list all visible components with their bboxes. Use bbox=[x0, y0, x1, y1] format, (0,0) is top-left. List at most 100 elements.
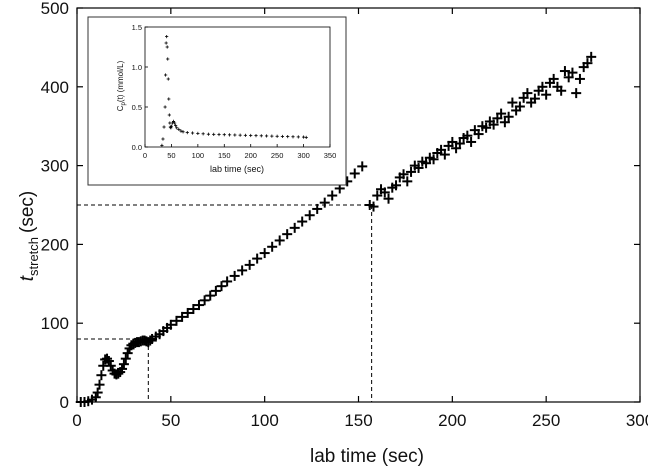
data-point bbox=[222, 276, 233, 287]
data-point bbox=[541, 89, 552, 100]
inset-data-point bbox=[296, 135, 300, 139]
inset-data-point bbox=[185, 131, 189, 135]
inset-y-axis-label: Cp(t) (mmol/L) bbox=[116, 60, 127, 111]
main-y-axis-label-subscript: stretch bbox=[26, 237, 41, 276]
data-point bbox=[421, 158, 432, 169]
data-point bbox=[319, 197, 330, 208]
x-tick-label: 250 bbox=[532, 411, 560, 430]
data-point bbox=[199, 295, 210, 306]
inset-data-point bbox=[286, 135, 290, 139]
inset-y-tick-label: 0.5 bbox=[132, 103, 142, 112]
data-point bbox=[122, 348, 133, 359]
inset-data-point bbox=[165, 45, 169, 49]
inset-y-axis-ticks: 0.0 0.5 1.0 1.5 bbox=[132, 23, 148, 152]
inset-data-point bbox=[164, 73, 168, 77]
inset-y-axis-label-subscript: p bbox=[121, 101, 127, 105]
inset-data-point bbox=[270, 134, 274, 138]
inset-data-point bbox=[249, 133, 253, 138]
data-point bbox=[413, 162, 424, 173]
inset-data-point bbox=[167, 113, 171, 117]
data-point bbox=[105, 360, 116, 371]
data-point bbox=[90, 392, 101, 403]
inset-x-tick-label: 300 bbox=[297, 151, 310, 160]
y-tick-label: 400 bbox=[41, 78, 69, 97]
inset-x-axis-ticks: 0 50 100 150 200 250 300 350 bbox=[143, 144, 336, 160]
data-point bbox=[244, 259, 255, 270]
data-point bbox=[439, 149, 450, 160]
inset-plot-frame bbox=[144, 26, 331, 148]
inset-data-point bbox=[196, 131, 200, 135]
data-point bbox=[383, 193, 394, 204]
inset-data-point bbox=[201, 132, 205, 136]
inset-data-point bbox=[173, 121, 177, 125]
inset-data-point bbox=[304, 135, 308, 139]
data-point bbox=[481, 122, 492, 133]
data-point bbox=[171, 315, 182, 326]
inset-data-point bbox=[238, 133, 242, 137]
main-y-axis-label-unit: (sec) bbox=[17, 191, 38, 233]
inset-data-point bbox=[212, 132, 216, 136]
data-point bbox=[229, 270, 240, 281]
inset-data-point bbox=[275, 134, 279, 138]
data-point bbox=[368, 201, 379, 212]
x-tick-label: 50 bbox=[161, 411, 180, 430]
inset-data-point bbox=[165, 35, 169, 39]
data-point bbox=[548, 73, 559, 84]
x-tick-label: 100 bbox=[250, 411, 278, 430]
y-tick-label: 500 bbox=[41, 0, 69, 18]
data-point bbox=[188, 304, 199, 315]
inset-data-point bbox=[222, 133, 226, 137]
data-point bbox=[473, 129, 484, 140]
data-point bbox=[571, 88, 582, 99]
data-point bbox=[118, 359, 129, 370]
data-point bbox=[312, 203, 323, 214]
main-x-axis-label: lab time (sec) bbox=[310, 446, 424, 467]
data-point bbox=[304, 210, 315, 221]
data-point bbox=[205, 290, 216, 301]
data-point bbox=[182, 307, 193, 318]
inset-data-point bbox=[190, 131, 195, 135]
inset-x-tick-label: 150 bbox=[218, 151, 231, 160]
data-point bbox=[289, 222, 300, 233]
data-point bbox=[507, 97, 518, 108]
data-point bbox=[574, 73, 585, 84]
inset-data-point bbox=[243, 133, 248, 137]
data-point bbox=[274, 235, 285, 246]
inset-x-axis-label: lab time (sec) bbox=[210, 164, 264, 174]
data-point bbox=[177, 311, 188, 322]
data-point bbox=[466, 136, 477, 147]
data-point bbox=[372, 190, 383, 201]
inset-data-point bbox=[162, 125, 166, 129]
data-point bbox=[120, 353, 131, 364]
data-point bbox=[496, 108, 507, 119]
inset-data-point bbox=[177, 127, 181, 131]
data-point bbox=[193, 300, 204, 311]
inset-x-tick-label: 200 bbox=[244, 151, 257, 160]
data-point bbox=[402, 176, 413, 187]
data-point bbox=[537, 81, 548, 92]
inset-data-point bbox=[179, 129, 183, 133]
inset-data-point bbox=[169, 126, 173, 130]
data-point bbox=[145, 335, 156, 346]
data-point bbox=[282, 229, 293, 240]
inset-y-tick-label: 1.5 bbox=[132, 23, 142, 32]
inset-data-point bbox=[181, 130, 185, 134]
inset-data-point bbox=[254, 134, 258, 138]
inset-x-tick-label: 0 bbox=[143, 151, 147, 160]
main-y-axis-label: tstretch (sec) bbox=[17, 191, 41, 282]
data-point bbox=[237, 265, 248, 276]
inset-data-point bbox=[206, 132, 211, 136]
data-point bbox=[210, 285, 221, 296]
data-point bbox=[267, 241, 278, 252]
data-point bbox=[447, 136, 458, 147]
data-point bbox=[357, 161, 368, 172]
data-point bbox=[514, 101, 525, 112]
data-point bbox=[165, 319, 176, 330]
inset-data-point bbox=[174, 123, 178, 127]
data-point bbox=[216, 281, 227, 292]
main-y-axis-ticks: 0 100 200 300 400 500 bbox=[41, 0, 640, 412]
data-point bbox=[428, 154, 439, 165]
y-tick-label: 100 bbox=[41, 314, 69, 333]
y-tick-label: 0 bbox=[60, 393, 69, 412]
